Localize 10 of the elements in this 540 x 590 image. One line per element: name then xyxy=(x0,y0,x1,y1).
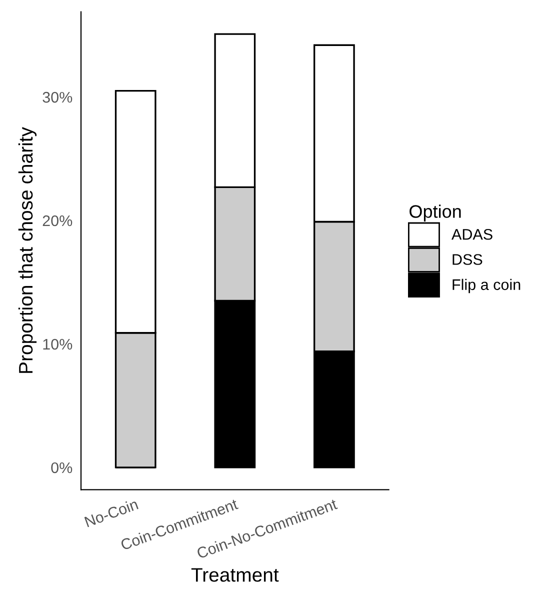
legend-label: DSS xyxy=(452,254,482,265)
y-tick-label: 10% xyxy=(43,338,72,350)
y-tick-label: 0% xyxy=(51,462,72,474)
y-tick-label: 30% xyxy=(42,92,72,103)
legend-label: Flip a coin xyxy=(452,278,520,294)
legend-label: ADAS xyxy=(452,228,492,240)
x-axis-title: Treatment xyxy=(191,568,279,582)
legend-title: Option xyxy=(410,204,461,222)
y-tick-label: 20% xyxy=(42,215,72,226)
y-axis-title: Proportion that chose charity xyxy=(18,127,37,373)
